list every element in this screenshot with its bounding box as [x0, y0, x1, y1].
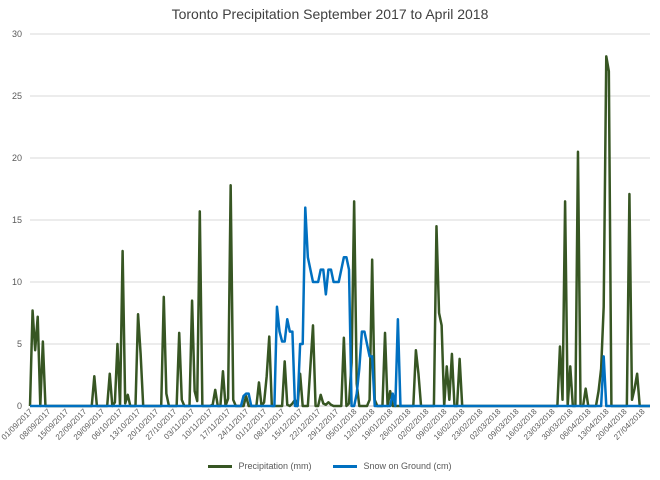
legend-item-snow: Snow on Ground (cm)	[333, 461, 452, 471]
y-tick-label: 0	[17, 401, 22, 411]
series-line-precipitation	[28, 55, 650, 408]
chart-title: Toronto Precipitation September 2017 to …	[171, 6, 489, 22]
legend-label-snow: Snow on Ground (cm)	[363, 461, 452, 471]
y-tick-label: 30	[12, 29, 22, 39]
y-tick-label: 25	[12, 91, 22, 101]
x-axis-tick-labels: 01/09/201708/09/201715/09/201722/09/2017…	[0, 407, 647, 442]
y-tick-label: 15	[12, 215, 22, 225]
legend-item-precipitation: Precipitation (mm)	[208, 461, 311, 471]
legend-swatch-precipitation	[208, 464, 233, 468]
legend-swatch-snow	[333, 464, 358, 468]
y-axis-tick-labels: 0 5 10 15 20 25 30	[12, 29, 22, 411]
legend: Precipitation (mm) Snow on Ground (cm)	[0, 461, 660, 471]
y-tick-label: 10	[12, 277, 22, 287]
series-line-snow-on-ground	[30, 206, 650, 408]
y-tick-label: 20	[12, 153, 22, 163]
legend-label-precipitation: Precipitation (mm)	[238, 461, 312, 471]
y-tick-label: 5	[17, 339, 22, 349]
gridlines	[30, 33, 650, 345]
series-lines	[28, 55, 650, 408]
